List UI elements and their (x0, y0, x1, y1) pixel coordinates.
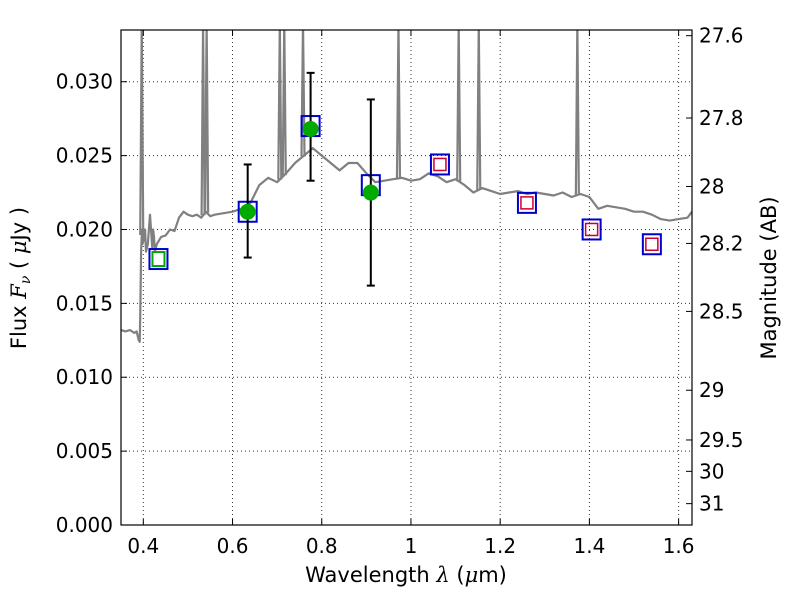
y2-tick-label: 30 (699, 459, 724, 483)
y2-tick-label: 29 (699, 378, 724, 402)
model-photometry-square (429, 153, 450, 176)
data-layer (121, 30, 692, 343)
y2-tick-label: 27.6 (699, 24, 744, 48)
x-tick-label: 0.8 (306, 534, 338, 558)
model-photometry-square (581, 218, 602, 241)
emission-line (476, 30, 482, 190)
model-photometry-square (641, 233, 662, 256)
x-tick-label: 1 (405, 534, 418, 558)
model-photometry-square (148, 248, 169, 271)
y-tick-label: 0.020 (56, 217, 113, 241)
upper-limit-marker (520, 196, 534, 210)
plot-frame (120, 29, 693, 526)
x-tick-label: 0.6 (217, 534, 249, 558)
y2-tick-label: 31 (699, 492, 724, 516)
y2-tick-label: 28.2 (699, 231, 744, 255)
x-axis-title: Wavelength λ (μm) (305, 563, 507, 587)
x-tick-label: 1.2 (484, 534, 516, 558)
observed-point (151, 251, 166, 268)
emission-line (277, 30, 283, 180)
y2-axis-title: Magnitude (AB) (757, 196, 781, 359)
upper-limit-marker (645, 237, 659, 252)
emission-line (395, 30, 402, 179)
emission-line (204, 30, 210, 213)
y-tick-label: 0.030 (56, 70, 113, 94)
y2-tick-label: 28 (699, 174, 724, 198)
emission-line (281, 30, 287, 176)
y-axis-title: Flux Fν ( μJy ) (7, 207, 34, 349)
upper-limit-marker (433, 157, 447, 172)
y-tick-label: 0.025 (56, 144, 113, 168)
ticks: 0.4 0.6 0.8 1 1.2 1.4 1.6 0.000 0.005 0.010 0.015 0… (56, 24, 744, 558)
x-tick-label: 1.4 (573, 534, 605, 558)
observed-point (302, 121, 319, 137)
grid (121, 30, 692, 526)
emission-line (300, 30, 306, 157)
emission-line (456, 30, 462, 182)
y2-tick-label: 27.8 (699, 106, 744, 130)
y-tick-label: 0.005 (56, 439, 113, 463)
model-photometry-square (516, 191, 537, 214)
emission-line (139, 30, 145, 236)
y-tick-label: 0.015 (56, 291, 113, 315)
observed-point (239, 203, 256, 220)
y2-tick-label: 28.5 (699, 299, 744, 323)
sed-line (121, 147, 692, 343)
y2-tick-label: 29.5 (699, 428, 744, 452)
y-tick-label: 0.000 (56, 513, 113, 537)
observed-point (362, 184, 379, 201)
x-tick-label: 1.6 (663, 534, 695, 558)
upper-limit-marker (584, 222, 599, 237)
x-tick-label: 0.4 (127, 534, 159, 558)
emission-line (200, 30, 206, 216)
emission-line (574, 30, 580, 196)
y-tick-label: 0.010 (56, 365, 113, 389)
